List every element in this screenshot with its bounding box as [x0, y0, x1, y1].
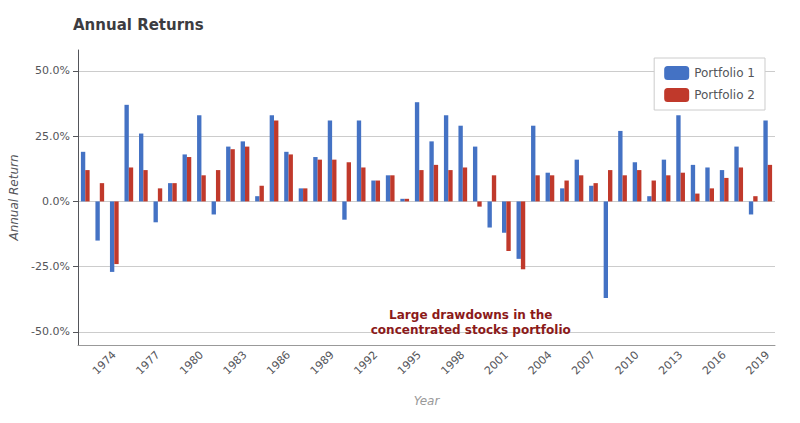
svg-text:2001: 2001	[482, 348, 511, 377]
svg-text:Annual Return: Annual Return	[7, 154, 21, 241]
svg-text:25.0%: 25.0%	[35, 130, 70, 143]
svg-text:-50.0%: -50.0%	[31, 325, 70, 338]
svg-text:50.0%: 50.0%	[35, 64, 70, 77]
svg-text:1986: 1986	[264, 348, 293, 377]
svg-text:1977: 1977	[133, 348, 162, 377]
svg-text:1995: 1995	[395, 348, 424, 377]
svg-text:1992: 1992	[351, 348, 380, 377]
svg-text:2004: 2004	[526, 348, 555, 377]
svg-text:1983: 1983	[221, 348, 250, 377]
svg-text:Portfolio 1: Portfolio 1	[694, 66, 755, 80]
svg-text:Large drawdowns in the: Large drawdowns in the	[389, 308, 552, 322]
svg-text:1974: 1974	[90, 348, 119, 377]
svg-text:1998: 1998	[438, 348, 467, 377]
svg-text:Annual Returns: Annual Returns	[73, 16, 204, 34]
svg-text:2019: 2019	[743, 348, 772, 377]
svg-text:1989: 1989	[308, 348, 337, 377]
svg-text:0.0%: 0.0%	[42, 195, 70, 208]
svg-text:Portfolio 2: Portfolio 2	[694, 88, 755, 102]
svg-text:1980: 1980	[177, 348, 206, 377]
svg-text:2010: 2010	[613, 348, 642, 377]
svg-text:concentrated stocks portfolio: concentrated stocks portfolio	[371, 323, 571, 337]
svg-text:-25.0%: -25.0%	[31, 260, 70, 273]
svg-text:2016: 2016	[700, 348, 729, 377]
svg-text:Year: Year	[414, 394, 441, 408]
svg-text:2013: 2013	[656, 348, 685, 377]
svg-text:2007: 2007	[569, 348, 598, 377]
